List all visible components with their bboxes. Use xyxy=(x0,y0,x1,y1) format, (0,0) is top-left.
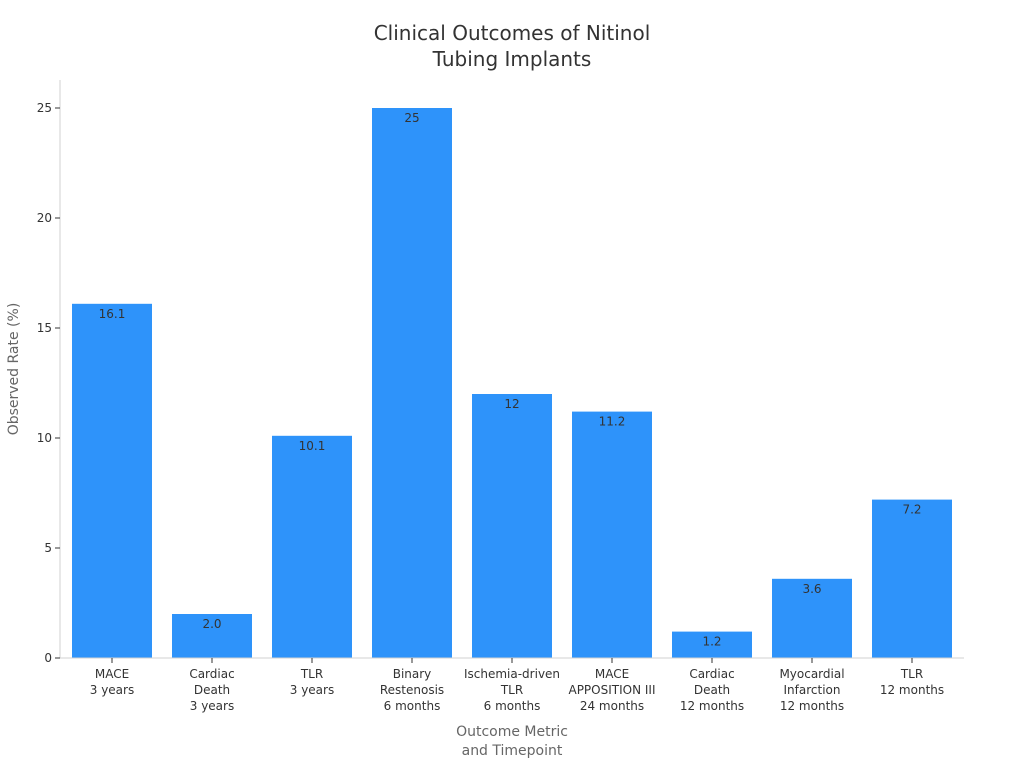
x-tick-label-line: Ischemia-driven xyxy=(464,667,560,681)
bars xyxy=(72,108,952,658)
data-labels: 16.1 2.0 10.1 25 12 11.2 1.2 3.6 7.2 xyxy=(99,111,922,649)
data-label: 16.1 xyxy=(99,307,126,321)
data-label: 3.6 xyxy=(802,582,821,596)
y-tick-label: 15 xyxy=(37,321,52,335)
x-tick-label-line: Cardiac xyxy=(189,667,234,681)
x-tick-label: TLR 12 months xyxy=(880,667,944,697)
y-tick-label: 0 xyxy=(44,651,52,665)
data-label: 7.2 xyxy=(902,503,921,517)
x-tick-label-line: 12 months xyxy=(780,699,844,713)
x-axis-title-line-2: and Timepoint xyxy=(462,743,563,759)
data-label: 1.2 xyxy=(702,635,721,649)
x-tick-label-line: 3 years xyxy=(190,699,234,713)
bar xyxy=(72,303,152,658)
x-tick-label: Cardiac Death 12 months xyxy=(680,667,744,713)
x-axis-title-line-1: Outcome Metric xyxy=(456,724,568,740)
bar xyxy=(472,394,552,658)
chart-title-line-1: Clinical Outcomes of Nitinol xyxy=(374,21,651,45)
data-label: 10.1 xyxy=(299,439,326,453)
x-tick-label-line: 6 months xyxy=(384,699,441,713)
y-axis-title: Observed Rate (%) xyxy=(6,303,22,436)
data-label: 2.0 xyxy=(202,617,221,631)
bar xyxy=(672,631,752,658)
data-label: 11.2 xyxy=(599,415,626,429)
x-tick-label-line: Death xyxy=(694,683,730,697)
y-tick-label: 20 xyxy=(37,211,52,225)
x-tick-label: MACE APPOSITION III 24 months xyxy=(568,667,655,713)
x-tick-label-line: Death xyxy=(194,683,230,697)
x-axis: MACE 3 years Cardiac Death 3 years TLR 3 years… xyxy=(60,657,964,713)
x-tick-label-line: APPOSITION III xyxy=(568,683,655,697)
chart-title-line-2: Tubing Implants xyxy=(432,47,592,71)
y-tick-label: 25 xyxy=(37,101,52,115)
x-tick-label: Myocardial Infarction 12 months xyxy=(779,667,844,713)
x-tick-label-line: TLR xyxy=(900,667,923,681)
x-tick-label: Binary Restenosis 6 months xyxy=(380,667,444,713)
x-tick-label-line: Restenosis xyxy=(380,683,444,697)
data-label: 12 xyxy=(504,397,519,411)
x-tick-label: MACE 3 years xyxy=(90,667,134,697)
x-tick-label-line: TLR xyxy=(500,683,523,697)
x-tick-label-line: 3 years xyxy=(90,683,134,697)
x-tick-label: Ischemia-driven TLR 6 months xyxy=(464,667,560,713)
x-tick-label-line: 6 months xyxy=(484,699,541,713)
x-tick-label-line: 24 months xyxy=(580,699,644,713)
y-axis: 0 5 10 15 20 25 xyxy=(37,80,61,665)
x-tick-label-line: 12 months xyxy=(880,683,944,697)
x-tick-label-line: Cardiac xyxy=(689,667,734,681)
bar xyxy=(772,578,852,658)
bar xyxy=(372,108,452,658)
x-tick-label-line: Myocardial xyxy=(779,667,844,681)
bar xyxy=(572,411,652,658)
bar xyxy=(172,614,252,658)
x-tick-label-line: Infarction xyxy=(784,683,841,697)
bar xyxy=(872,499,952,658)
y-tick-label: 10 xyxy=(37,431,52,445)
x-tick-label-line: MACE xyxy=(595,667,629,681)
y-tick-label: 5 xyxy=(44,541,52,555)
x-tick-label-line: Binary xyxy=(393,667,432,681)
x-tick-label-line: TLR xyxy=(300,667,323,681)
x-tick-label-line: 3 years xyxy=(290,683,334,697)
x-tick-label: TLR 3 years xyxy=(290,667,334,697)
x-tick-label: Cardiac Death 3 years xyxy=(189,667,234,713)
x-tick-label-line: 12 months xyxy=(680,699,744,713)
x-tick-label-line: MACE xyxy=(95,667,129,681)
data-label: 25 xyxy=(404,111,419,125)
bar xyxy=(272,435,352,658)
